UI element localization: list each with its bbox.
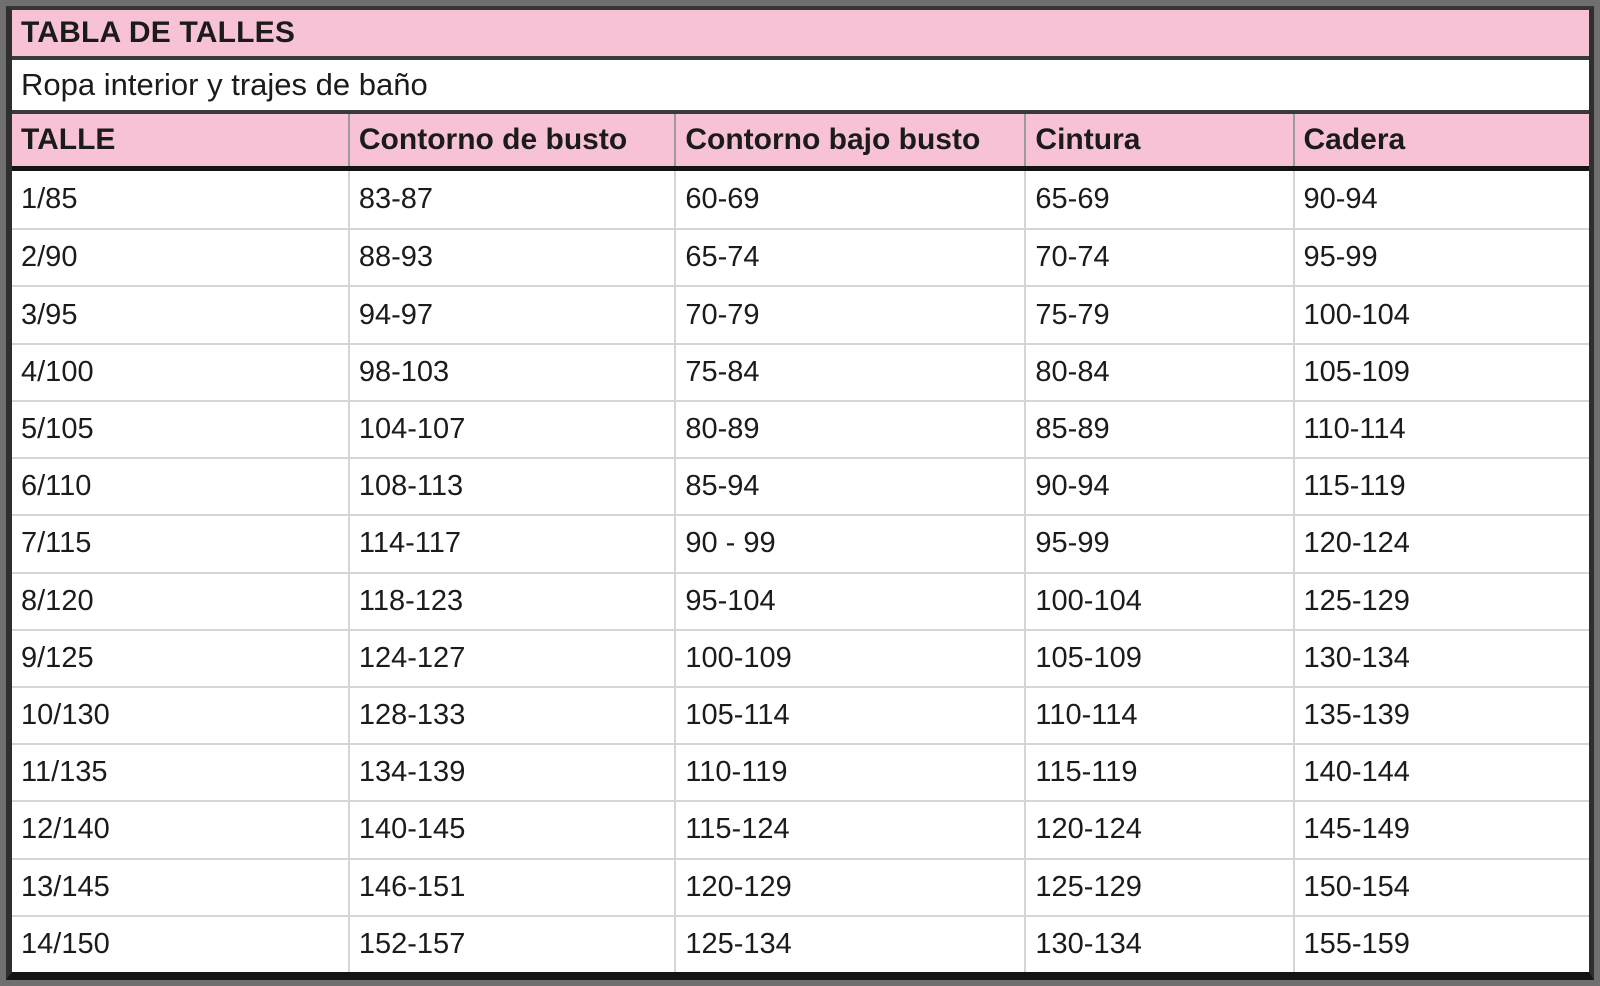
- data-cell: 8/120: [21, 584, 94, 617]
- data-cell: 1/85: [21, 183, 78, 216]
- data-cell: 120-129: [674, 859, 1024, 915]
- data-cell: 95-104: [674, 573, 1024, 629]
- data-cell: 124-127: [347, 630, 674, 686]
- data-cell: 114-117: [347, 516, 674, 572]
- data-cell: 80-89: [674, 401, 1024, 458]
- data-cell: 130-134: [1024, 916, 1292, 972]
- data-cell: 2/90: [21, 241, 78, 274]
- data-cell: 80-84: [1024, 344, 1292, 400]
- data-cell: 85-94: [674, 459, 1024, 515]
- data-cell: 98-103: [347, 344, 674, 400]
- data-cell: 83-87: [347, 171, 674, 229]
- data-cell: 105-109: [1024, 630, 1292, 686]
- data-cell: 85-89: [1024, 401, 1292, 458]
- data-cell: 140-144: [1292, 745, 1589, 801]
- table-row: 2/90 88-93 65-74 70-74 95-99: [12, 228, 1589, 286]
- data-cell: 3/95: [21, 298, 78, 331]
- data-cell: 75-84: [674, 344, 1024, 400]
- data-cell: 6/110: [21, 470, 92, 503]
- data-cell: 118-123: [347, 573, 674, 629]
- data-cell: 150-154: [1292, 859, 1589, 915]
- data-cell: 90-94: [1024, 459, 1292, 515]
- data-cell: 65-69: [1024, 171, 1292, 229]
- data-cell: 130-134: [1292, 630, 1589, 686]
- data-cell: 105-109: [1292, 344, 1589, 400]
- data-cell: 108-113: [347, 459, 674, 515]
- data-cell: 105-114: [674, 687, 1024, 744]
- data-cell: 100-104: [1292, 287, 1589, 343]
- data-cell: 100-104: [1024, 573, 1292, 629]
- data-cell: 128-133: [347, 687, 674, 744]
- data-cell: 120-124: [1024, 802, 1292, 858]
- data-cell: 110-114: [1292, 401, 1589, 458]
- data-cell: 13/145: [21, 870, 110, 903]
- size-chart-table: TABLA DE TALLES Ropa interior y trajes d…: [6, 6, 1594, 980]
- data-cell: 75-79: [1024, 287, 1292, 343]
- header-cell: Cintura: [1024, 114, 1292, 166]
- table-row: 1/85 83-87 60-69 65-69 90-94: [12, 171, 1589, 229]
- data-cell: 95-99: [1024, 516, 1292, 572]
- data-cell: 95-99: [1292, 230, 1589, 286]
- data-cell: 11/135: [21, 756, 108, 789]
- data-cell: 9/125: [21, 641, 94, 674]
- data-cell: 5/105: [21, 412, 94, 445]
- data-cell: 110-114: [1024, 687, 1292, 744]
- data-cell: 7/115: [21, 527, 92, 560]
- table-row: 14/150 152-157 125-134 130-134 155-159: [12, 914, 1589, 972]
- data-cell: 100-109: [674, 630, 1024, 686]
- data-cell: 70-79: [674, 287, 1024, 343]
- table-subtitle-row: Ropa interior y trajes de baño: [12, 60, 1589, 114]
- table-body: 1/85 83-87 60-69 65-69 90-94 2/90 88-93 65-74 70…: [12, 171, 1589, 972]
- data-cell: 134-139: [347, 745, 674, 801]
- data-cell: 135-139: [1292, 687, 1589, 744]
- data-cell: 60-69: [674, 171, 1024, 229]
- table-row: 3/95 94-97 70-79 75-79 100-104: [12, 285, 1589, 343]
- data-cell: 10/130: [21, 699, 110, 732]
- table-row: 11/135 134-139 110-119 115-119 140-144: [12, 743, 1589, 801]
- data-cell: 110-119: [674, 745, 1024, 801]
- data-cell: 14/150: [21, 927, 110, 960]
- table-row: 5/105 104-107 80-89 85-89 110-114: [12, 399, 1589, 458]
- data-cell: 90-94: [1292, 171, 1589, 229]
- data-cell: 115-124: [674, 802, 1024, 858]
- data-cell: 94-97: [347, 287, 674, 343]
- table-subtitle: Ropa interior y trajes de baño: [21, 67, 428, 102]
- data-cell: 155-159: [1292, 916, 1589, 972]
- table-row: 13/145 146-151 120-129 125-129 150-154: [12, 857, 1589, 915]
- data-cell: 125-134: [674, 916, 1024, 972]
- table-row: 7/115 114-117 90 - 99 95-99 120-124: [12, 514, 1589, 572]
- data-cell: 140-145: [347, 802, 674, 858]
- header-cell: Cadera: [1292, 114, 1589, 166]
- table-row: 8/120 118-123 95-104 100-104 125-129: [12, 571, 1589, 629]
- data-cell: 12/140: [21, 813, 110, 846]
- data-cell: 152-157: [347, 916, 674, 972]
- data-cell: 145-149: [1292, 802, 1589, 858]
- table-row: 9/125 124-127 100-109 105-109 130-134: [12, 628, 1589, 686]
- data-cell: 4/100: [21, 355, 94, 388]
- data-cell: 90 - 99: [674, 516, 1024, 572]
- data-cell: 65-74: [674, 230, 1024, 286]
- table-row: 4/100 98-103 75-84 80-84 105-109: [12, 342, 1589, 400]
- header-cell: Contorno bajo busto: [674, 114, 1024, 166]
- table-row: 6/110 108-113 85-94 90-94 115-119: [12, 457, 1589, 515]
- data-cell: 88-93: [347, 230, 674, 286]
- table-title: TABLA DE TALLES: [21, 16, 296, 49]
- data-cell: 146-151: [347, 859, 674, 915]
- data-cell: 115-119: [1024, 745, 1292, 801]
- header-cell: TALLE: [21, 123, 116, 156]
- data-cell: 125-129: [1292, 573, 1589, 629]
- header-cell: Contorno de busto: [347, 114, 674, 166]
- table-title-row: TABLA DE TALLES: [12, 10, 1589, 60]
- data-cell: 104-107: [347, 401, 674, 458]
- data-cell: 115-119: [1292, 459, 1589, 515]
- table-row: 10/130 128-133 105-114 110-114 135-139: [12, 685, 1589, 744]
- header-row: TALLE Contorno de busto Contorno bajo bust…: [12, 114, 1589, 171]
- data-cell: 125-129: [1024, 859, 1292, 915]
- data-cell: 70-74: [1024, 230, 1292, 286]
- table-row: 12/140 140-145 115-124 120-124 145-149: [12, 800, 1589, 858]
- data-cell: 120-124: [1292, 516, 1589, 572]
